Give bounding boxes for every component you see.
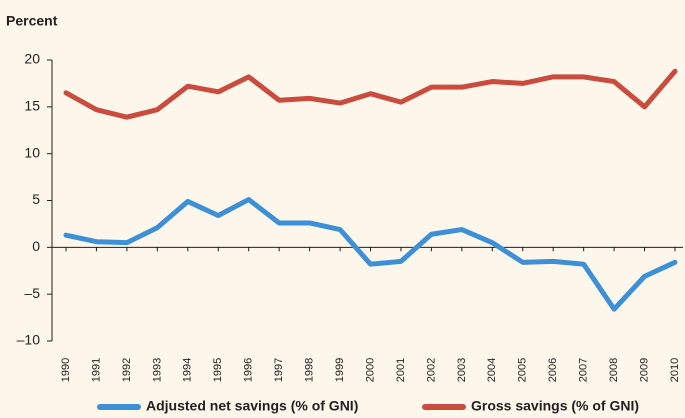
x-tick-label: 2009 [638, 358, 650, 382]
x-tick-label: 2006 [547, 358, 559, 382]
series-line [63, 197, 678, 312]
x-tick-label: 2004 [486, 358, 498, 382]
x-tick-label: 2010 [669, 358, 681, 382]
x-tick-label: 2007 [578, 358, 590, 382]
legend-label: Adjusted net savings (% of GNI) [146, 398, 358, 414]
x-tick-label: 2002 [425, 358, 437, 382]
y-tick-label: 0 [32, 238, 40, 254]
x-tick-label: 2001 [395, 358, 407, 382]
y-tick-label: 10 [24, 144, 40, 160]
y-tick-label: 20 [24, 51, 40, 67]
x-tick-label: 1999 [334, 358, 346, 382]
x-tick-label: 2000 [364, 358, 376, 382]
x-tick-label: 1996 [243, 358, 255, 382]
y-axis-label: Percent [6, 13, 58, 29]
x-tick-label: 1997 [273, 358, 285, 382]
y-tick-label: –5 [24, 285, 40, 301]
x-tick-label: 1991 [90, 358, 102, 382]
series-line [63, 68, 678, 120]
x-tick-label: 1995 [212, 358, 224, 382]
x-tick-label: 1993 [151, 358, 163, 382]
x-tick-label: 1992 [121, 358, 133, 382]
x-tick-label: 2003 [456, 358, 468, 382]
y-tick-label: –10 [17, 332, 41, 348]
x-tick-label: 1994 [182, 358, 194, 382]
y-tick-label: 15 [24, 98, 40, 114]
x-tick-label: 1990 [60, 358, 72, 382]
x-tick-label: 2005 [517, 358, 529, 382]
x-tick-label: 1998 [304, 358, 316, 382]
y-tick-label: 5 [32, 191, 40, 207]
x-tick-label: 2008 [608, 358, 620, 382]
legend-label: Gross savings (% of GNI) [471, 398, 639, 414]
